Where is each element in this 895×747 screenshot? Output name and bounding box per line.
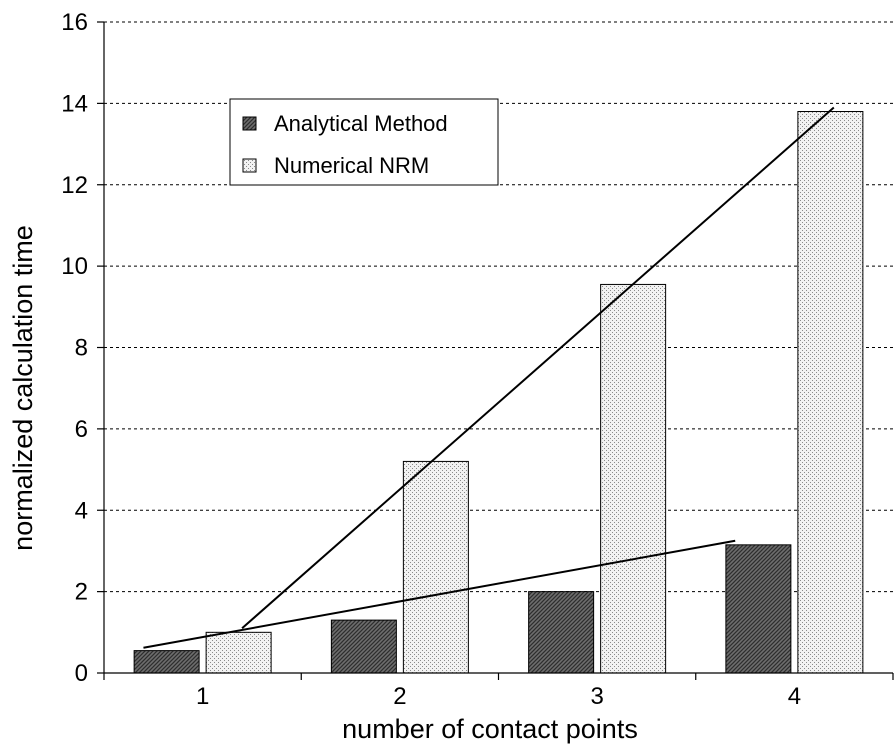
legend-swatch-analytical [242, 116, 257, 131]
y-tick-label-0: 0 [75, 660, 88, 687]
y-tick-labels: 0 2 4 6 8 10 12 14 16 [61, 9, 88, 687]
x-tick-label-2: 2 [393, 683, 406, 710]
y-tick-label-16: 16 [61, 9, 88, 36]
bars [133, 111, 864, 674]
bar-analytical-4 [725, 544, 792, 674]
axes [97, 21, 894, 680]
x-tick-label-3: 3 [590, 683, 603, 710]
bar-analytical-2 [330, 619, 397, 674]
y-tick-label-8: 8 [75, 335, 88, 362]
bar-analytical-1 [133, 650, 200, 674]
y-tick-label-14: 14 [61, 90, 88, 117]
bar-numerical-3 [600, 283, 667, 674]
legend: Analytical Method Numerical NRM [229, 98, 499, 186]
y-tick-label-6: 6 [75, 416, 88, 443]
bar-numerical-4 [797, 111, 864, 674]
y-tick-label-2: 2 [75, 579, 88, 606]
y-tick-label-10: 10 [61, 253, 88, 280]
trendline-numerical [241, 106, 835, 629]
y-axis-title: normalized calculation time [8, 225, 38, 551]
x-tick-labels: 1 2 3 4 [196, 683, 801, 710]
trendlines [143, 106, 835, 649]
legend-label-analytical: Analytical Method [274, 111, 448, 136]
y-tick-label-4: 4 [75, 497, 88, 524]
legend-box [229, 98, 499, 186]
bar-analytical-3 [528, 591, 595, 674]
legend-swatch-numerical [242, 158, 257, 173]
x-tick-label-1: 1 [196, 683, 209, 710]
trendline-analytical [143, 539, 736, 649]
x-axis-title: number of contact points [342, 714, 638, 744]
bar-numerical-2 [402, 460, 469, 674]
bar-numerical-1 [205, 631, 272, 674]
legend-label-numerical: Numerical NRM [274, 153, 429, 178]
x-tick-label-4: 4 [788, 683, 801, 710]
y-tick-label-12: 12 [61, 172, 88, 199]
